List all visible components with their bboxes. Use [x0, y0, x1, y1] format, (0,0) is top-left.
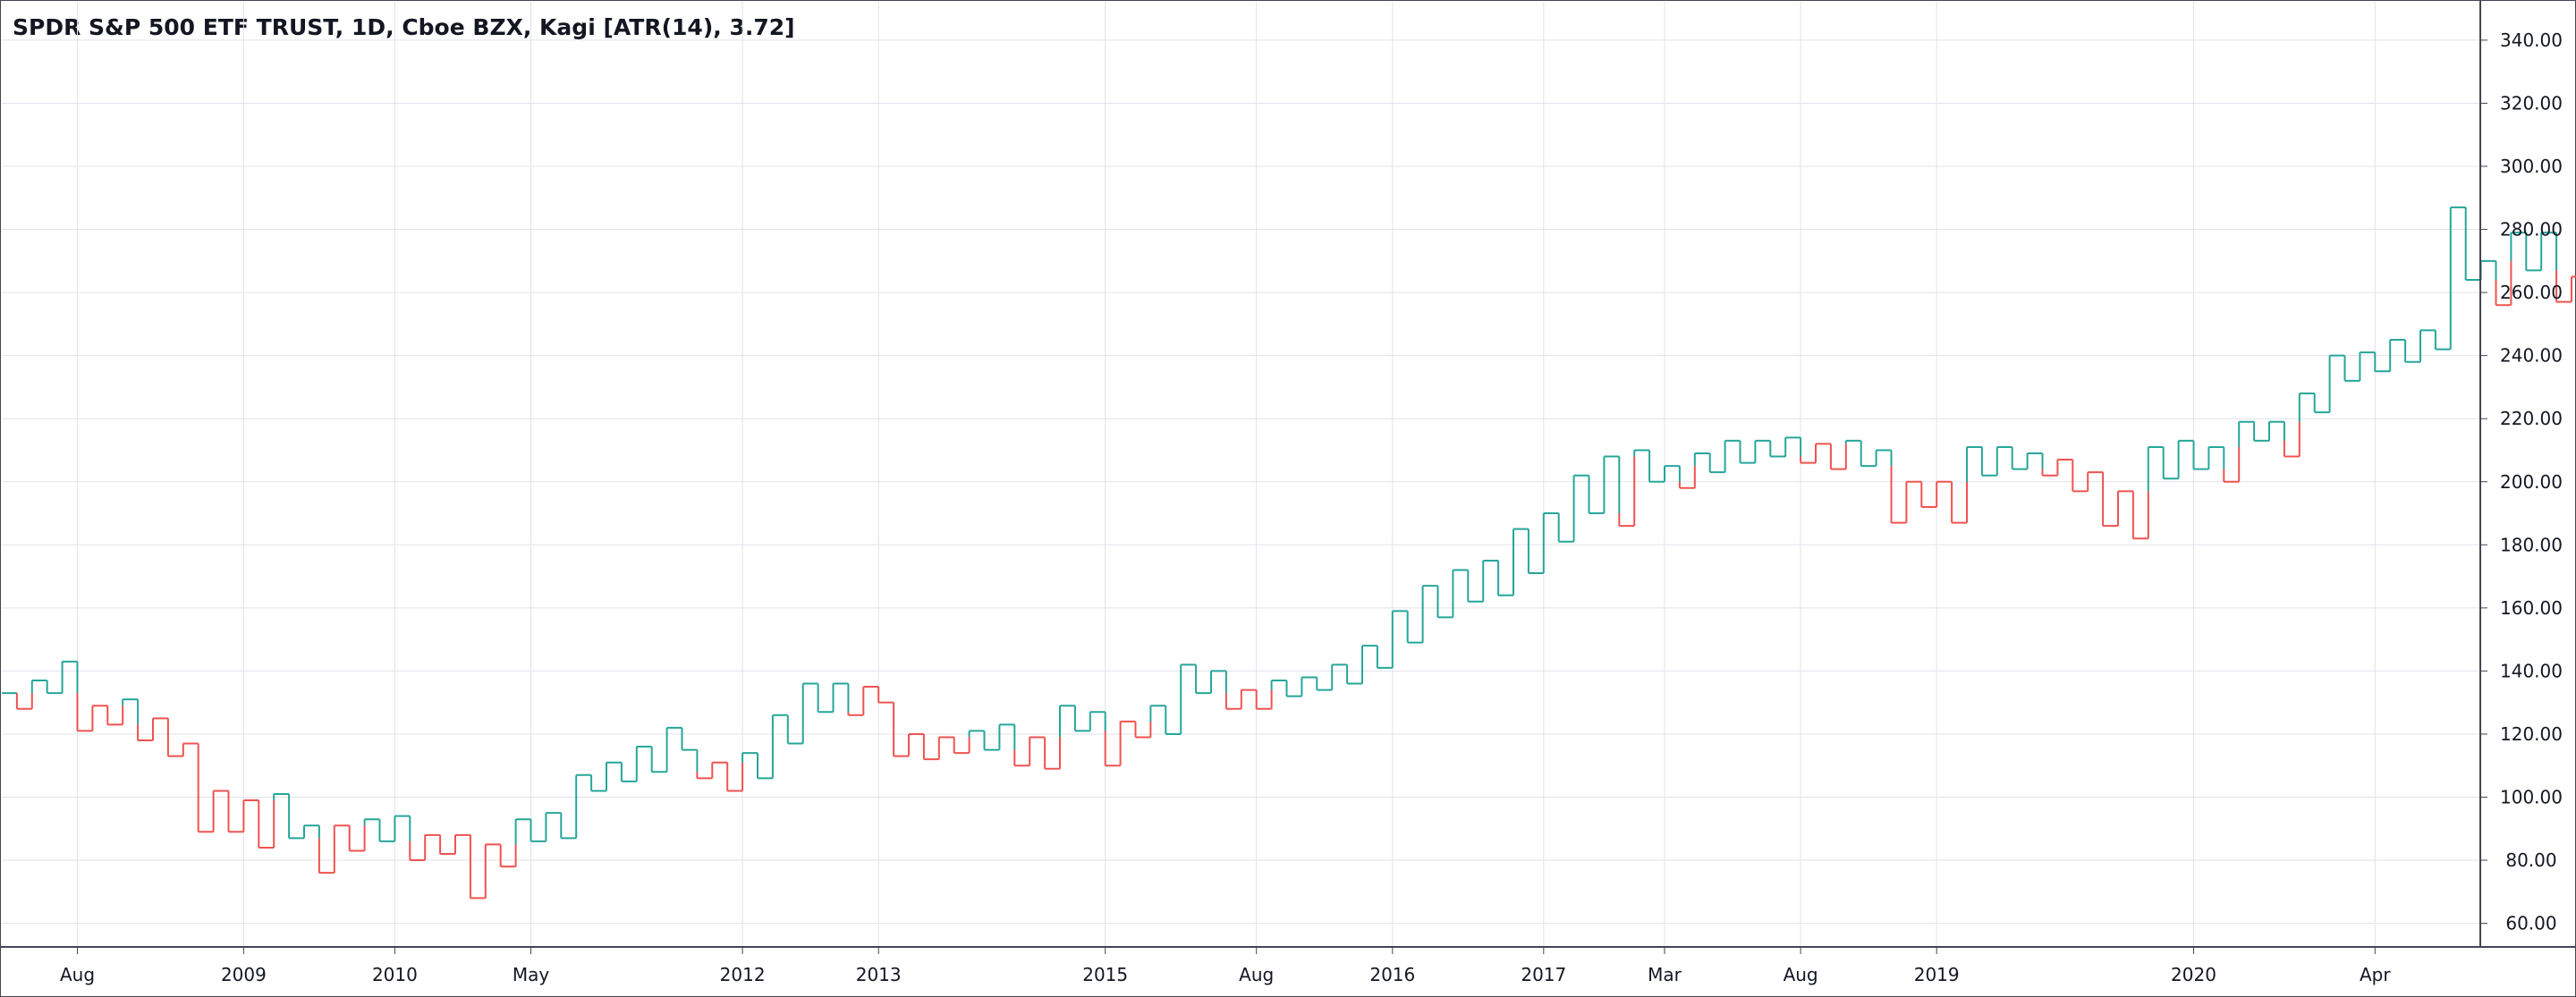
x-tick-label: Mar — [1648, 964, 1682, 985]
x-tick-label: Aug — [60, 964, 95, 985]
x-tick-label: 2009 — [221, 964, 267, 985]
y-tick-label: 280.00 — [2500, 219, 2563, 241]
x-tick-label: Apr — [2360, 964, 2391, 985]
y-tick-label: 260.00 — [2500, 282, 2563, 303]
y-tick-label: 140.00 — [2500, 660, 2563, 681]
x-tick-label: 2017 — [1521, 964, 1566, 985]
y-tick-label: 100.00 — [2500, 787, 2563, 808]
y-tick-label: 240.00 — [2500, 345, 2563, 367]
y-tick-label: 120.00 — [2500, 723, 2563, 745]
x-tick-label: 2010 — [372, 964, 418, 985]
x-tick-label: 2015 — [1082, 964, 1128, 985]
x-tick-label: 2016 — [1369, 964, 1415, 985]
chart-title: SPDR S&P 500 ETF TRUST, 1D, Cboe BZX, Ka… — [13, 14, 795, 40]
y-tick-label: 200.00 — [2500, 471, 2563, 493]
x-tick-label: Aug — [1239, 964, 1274, 985]
y-tick-label: 300.00 — [2500, 156, 2563, 177]
y-tick-label: 340.00 — [2500, 30, 2563, 51]
y-tick-label: 80.00 — [2505, 849, 2556, 871]
x-tick-label: May — [513, 964, 550, 985]
y-tick-label: 220.00 — [2500, 408, 2563, 429]
y-tick-label: 180.00 — [2500, 534, 2563, 555]
y-tick-label: 60.00 — [2505, 913, 2556, 934]
x-tick-label: 2020 — [2171, 964, 2216, 985]
x-tick-label: 2012 — [720, 964, 766, 985]
x-tick-label: 2013 — [856, 964, 902, 985]
x-tick-label: Aug — [1784, 964, 1818, 985]
grid-layer — [2, 2, 2480, 947]
y-tick-label: 160.00 — [2500, 597, 2563, 619]
x-tick-label: 2019 — [1914, 964, 1960, 985]
kagi-series — [2, 206, 2576, 900]
y-tick-label: 320.00 — [2500, 92, 2563, 114]
